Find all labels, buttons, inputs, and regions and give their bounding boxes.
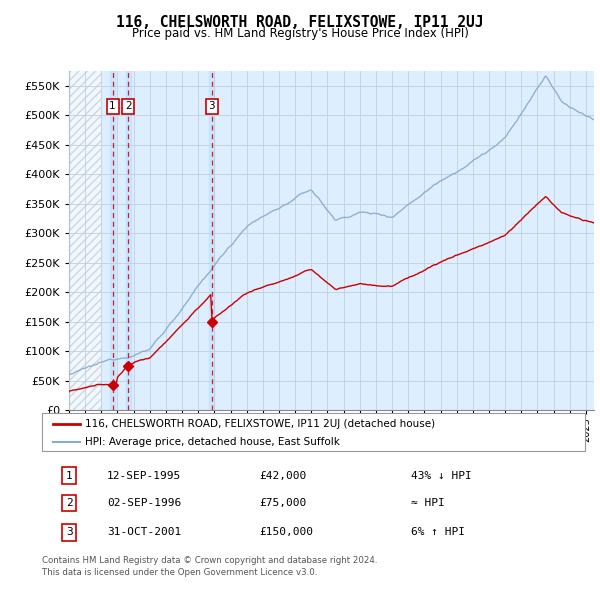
Text: 2: 2 <box>66 498 73 508</box>
Text: ≈ HPI: ≈ HPI <box>411 498 445 508</box>
Text: £150,000: £150,000 <box>259 527 313 537</box>
Text: £75,000: £75,000 <box>259 498 307 508</box>
Text: 12-SEP-1995: 12-SEP-1995 <box>107 471 181 480</box>
Text: Price paid vs. HM Land Registry's House Price Index (HPI): Price paid vs. HM Land Registry's House … <box>131 27 469 40</box>
Text: 6% ↑ HPI: 6% ↑ HPI <box>411 527 465 537</box>
Text: 1: 1 <box>66 471 73 480</box>
Bar <box>69 71 101 410</box>
FancyBboxPatch shape <box>42 413 585 451</box>
Bar <box>209 71 214 410</box>
Text: 02-SEP-1996: 02-SEP-1996 <box>107 498 181 508</box>
Text: 1: 1 <box>109 101 116 112</box>
Bar <box>126 71 131 410</box>
Text: £42,000: £42,000 <box>259 471 307 480</box>
Text: 116, CHELSWORTH ROAD, FELIXSTOWE, IP11 2UJ: 116, CHELSWORTH ROAD, FELIXSTOWE, IP11 2… <box>116 15 484 30</box>
Bar <box>110 71 115 410</box>
Text: 2: 2 <box>125 101 131 112</box>
Text: 3: 3 <box>208 101 215 112</box>
Text: This data is licensed under the Open Government Licence v3.0.: This data is licensed under the Open Gov… <box>42 568 317 576</box>
Text: 43% ↓ HPI: 43% ↓ HPI <box>411 471 472 480</box>
Text: 31-OCT-2001: 31-OCT-2001 <box>107 527 181 537</box>
Text: 116, CHELSWORTH ROAD, FELIXSTOWE, IP11 2UJ (detached house): 116, CHELSWORTH ROAD, FELIXSTOWE, IP11 2… <box>85 419 436 429</box>
Text: 3: 3 <box>66 527 73 537</box>
Text: Contains HM Land Registry data © Crown copyright and database right 2024.: Contains HM Land Registry data © Crown c… <box>42 556 377 565</box>
Text: HPI: Average price, detached house, East Suffolk: HPI: Average price, detached house, East… <box>85 437 340 447</box>
